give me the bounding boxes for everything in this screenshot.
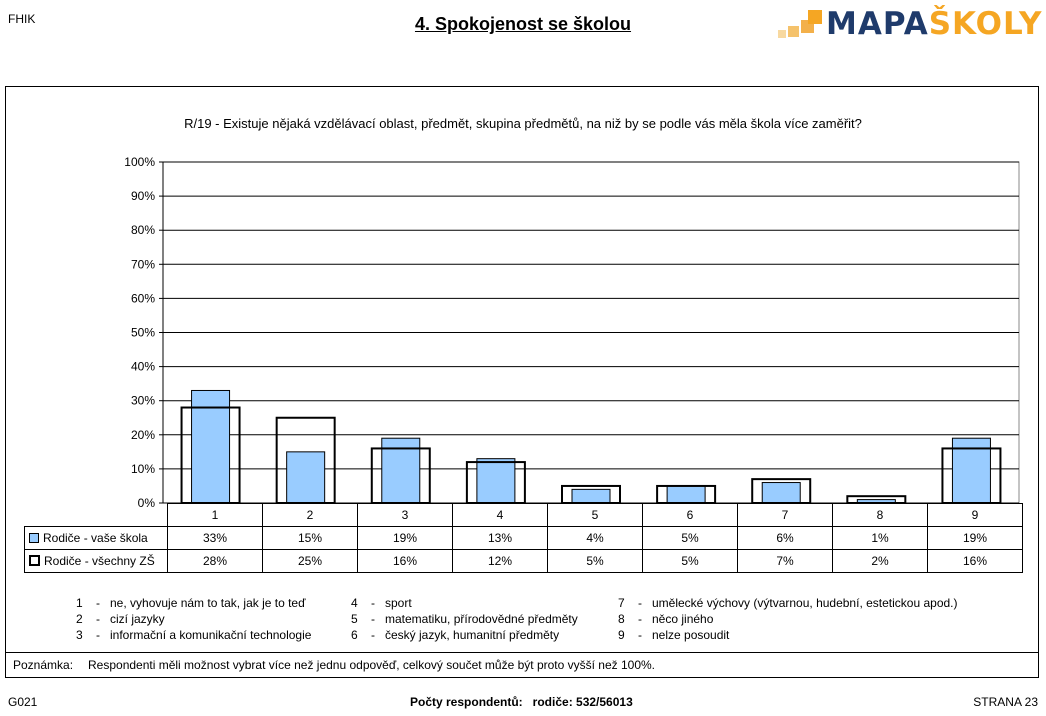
logo-text: MAPAŠKOLY (826, 6, 1043, 42)
y-tick-label: 70% (131, 257, 155, 271)
y-tick-label: 60% (131, 291, 155, 305)
table-header-cell: 9 (927, 503, 1023, 527)
footer-code: G021 (8, 695, 38, 709)
data-label: 15% (262, 526, 358, 550)
note-text: Respondenti měli možnost vybrat více než… (88, 658, 655, 672)
table-header-cell: 5 (547, 503, 643, 527)
bar-all-schools (846, 495, 907, 504)
data-label: 13% (452, 526, 548, 550)
table-header-cell: 7 (737, 503, 833, 527)
data-label: 1% (832, 526, 928, 550)
table-row: Rodiče - vaše škola 33% 15% 19% 13% 4% 5… (24, 526, 1023, 550)
bar-school (286, 451, 326, 504)
data-label: 2% (832, 549, 928, 573)
school-code: FHIK (8, 12, 36, 26)
y-tick-label: 30% (131, 394, 155, 408)
legend-item: 7- umělecké výchovy (výtvarnou, hudební, … (618, 596, 958, 610)
bar-all-schools (465, 461, 526, 504)
bar-all-schools (180, 406, 241, 504)
y-tick-label: 100% (124, 155, 155, 169)
page-title: 4. Spokojenost se školou (414, 14, 632, 34)
table-header-cell: 2 (262, 503, 358, 527)
bar-school (191, 389, 231, 504)
data-label: 6% (737, 526, 833, 550)
table-header-cell: 3 (357, 503, 453, 527)
table-header-cell: 8 (832, 503, 928, 527)
data-label: 28% (167, 549, 263, 573)
table-header-row: 1 2 3 4 5 6 7 8 9 (25, 503, 1023, 527)
table-header-cell: 4 (452, 503, 548, 527)
legend-item: 1- ne, vyhovuje nám to tak, jak je to teď (76, 596, 306, 610)
y-tick-label: 0% (138, 496, 156, 510)
filled-swatch-icon (29, 532, 39, 543)
legend-item: 5- matematiku, přírodovědné předměty (351, 612, 578, 626)
mapa-skoly-logo: MAPAŠKOLY (778, 6, 1041, 42)
legend-item: 2- cizí jazyky (76, 612, 165, 626)
data-label: 5% (642, 526, 738, 550)
bar-school (571, 488, 611, 504)
data-label: 5% (642, 549, 738, 573)
table-header-cell: 6 (642, 503, 738, 527)
bar-school (761, 482, 801, 504)
data-label: 16% (927, 549, 1023, 573)
legend-item: 9- nelze posoudit (618, 628, 730, 642)
question-text: R/19 - Existuje nějaká vzdělávací oblast… (184, 116, 862, 131)
y-tick-label: 80% (131, 223, 155, 237)
logo-square-icon (808, 10, 822, 24)
legend-item: 4- sport (351, 596, 412, 610)
legend-item: 3- informační a komunikační technologie (76, 628, 312, 642)
y-tick-label: 90% (131, 189, 155, 203)
series-label-all: Rodiče - všechny ZŠ (24, 549, 168, 573)
data-label: 33% (167, 526, 263, 550)
table-row: Rodiče - všechny ZŠ 28% 25% 16% 12% 5% 5… (24, 549, 1023, 573)
table-header-cell: 1 (167, 503, 263, 527)
y-tick-label: 10% (131, 462, 155, 476)
data-label: 16% (357, 549, 453, 573)
footer-respondents: Počty respondentů: rodiče: 532/56013 (410, 695, 633, 709)
outline-swatch-icon (29, 555, 40, 567)
logo-square-icon (778, 30, 786, 38)
legend-item: 6- český jazyk, humanitní předměty (351, 628, 560, 642)
data-label: 7% (737, 549, 833, 573)
note-divider (5, 652, 1039, 653)
data-label: 19% (357, 526, 453, 550)
note-label: Poznámka: (13, 658, 74, 672)
y-tick-label: 20% (131, 428, 155, 442)
logo-square-icon (788, 26, 799, 37)
bar-school (476, 458, 516, 504)
table-corner-cell (25, 504, 168, 527)
data-label: 12% (452, 549, 548, 573)
data-table: 1 2 3 4 5 6 7 8 9 Rodiče - vaše škola 33… (24, 503, 1023, 573)
data-label: 4% (547, 526, 643, 550)
chart-frame (5, 86, 1039, 678)
data-label: 19% (927, 526, 1023, 550)
y-tick-label: 40% (131, 360, 155, 374)
legend-item: 8- něco jiného (618, 612, 714, 626)
data-label: 5% (547, 549, 643, 573)
series-label-school: Rodiče - vaše škola (24, 526, 168, 550)
y-tick-label: 50% (131, 326, 155, 340)
bar-school (666, 485, 706, 504)
footer-page-number: STRANA 23 (973, 695, 1038, 709)
data-label: 25% (262, 549, 358, 573)
